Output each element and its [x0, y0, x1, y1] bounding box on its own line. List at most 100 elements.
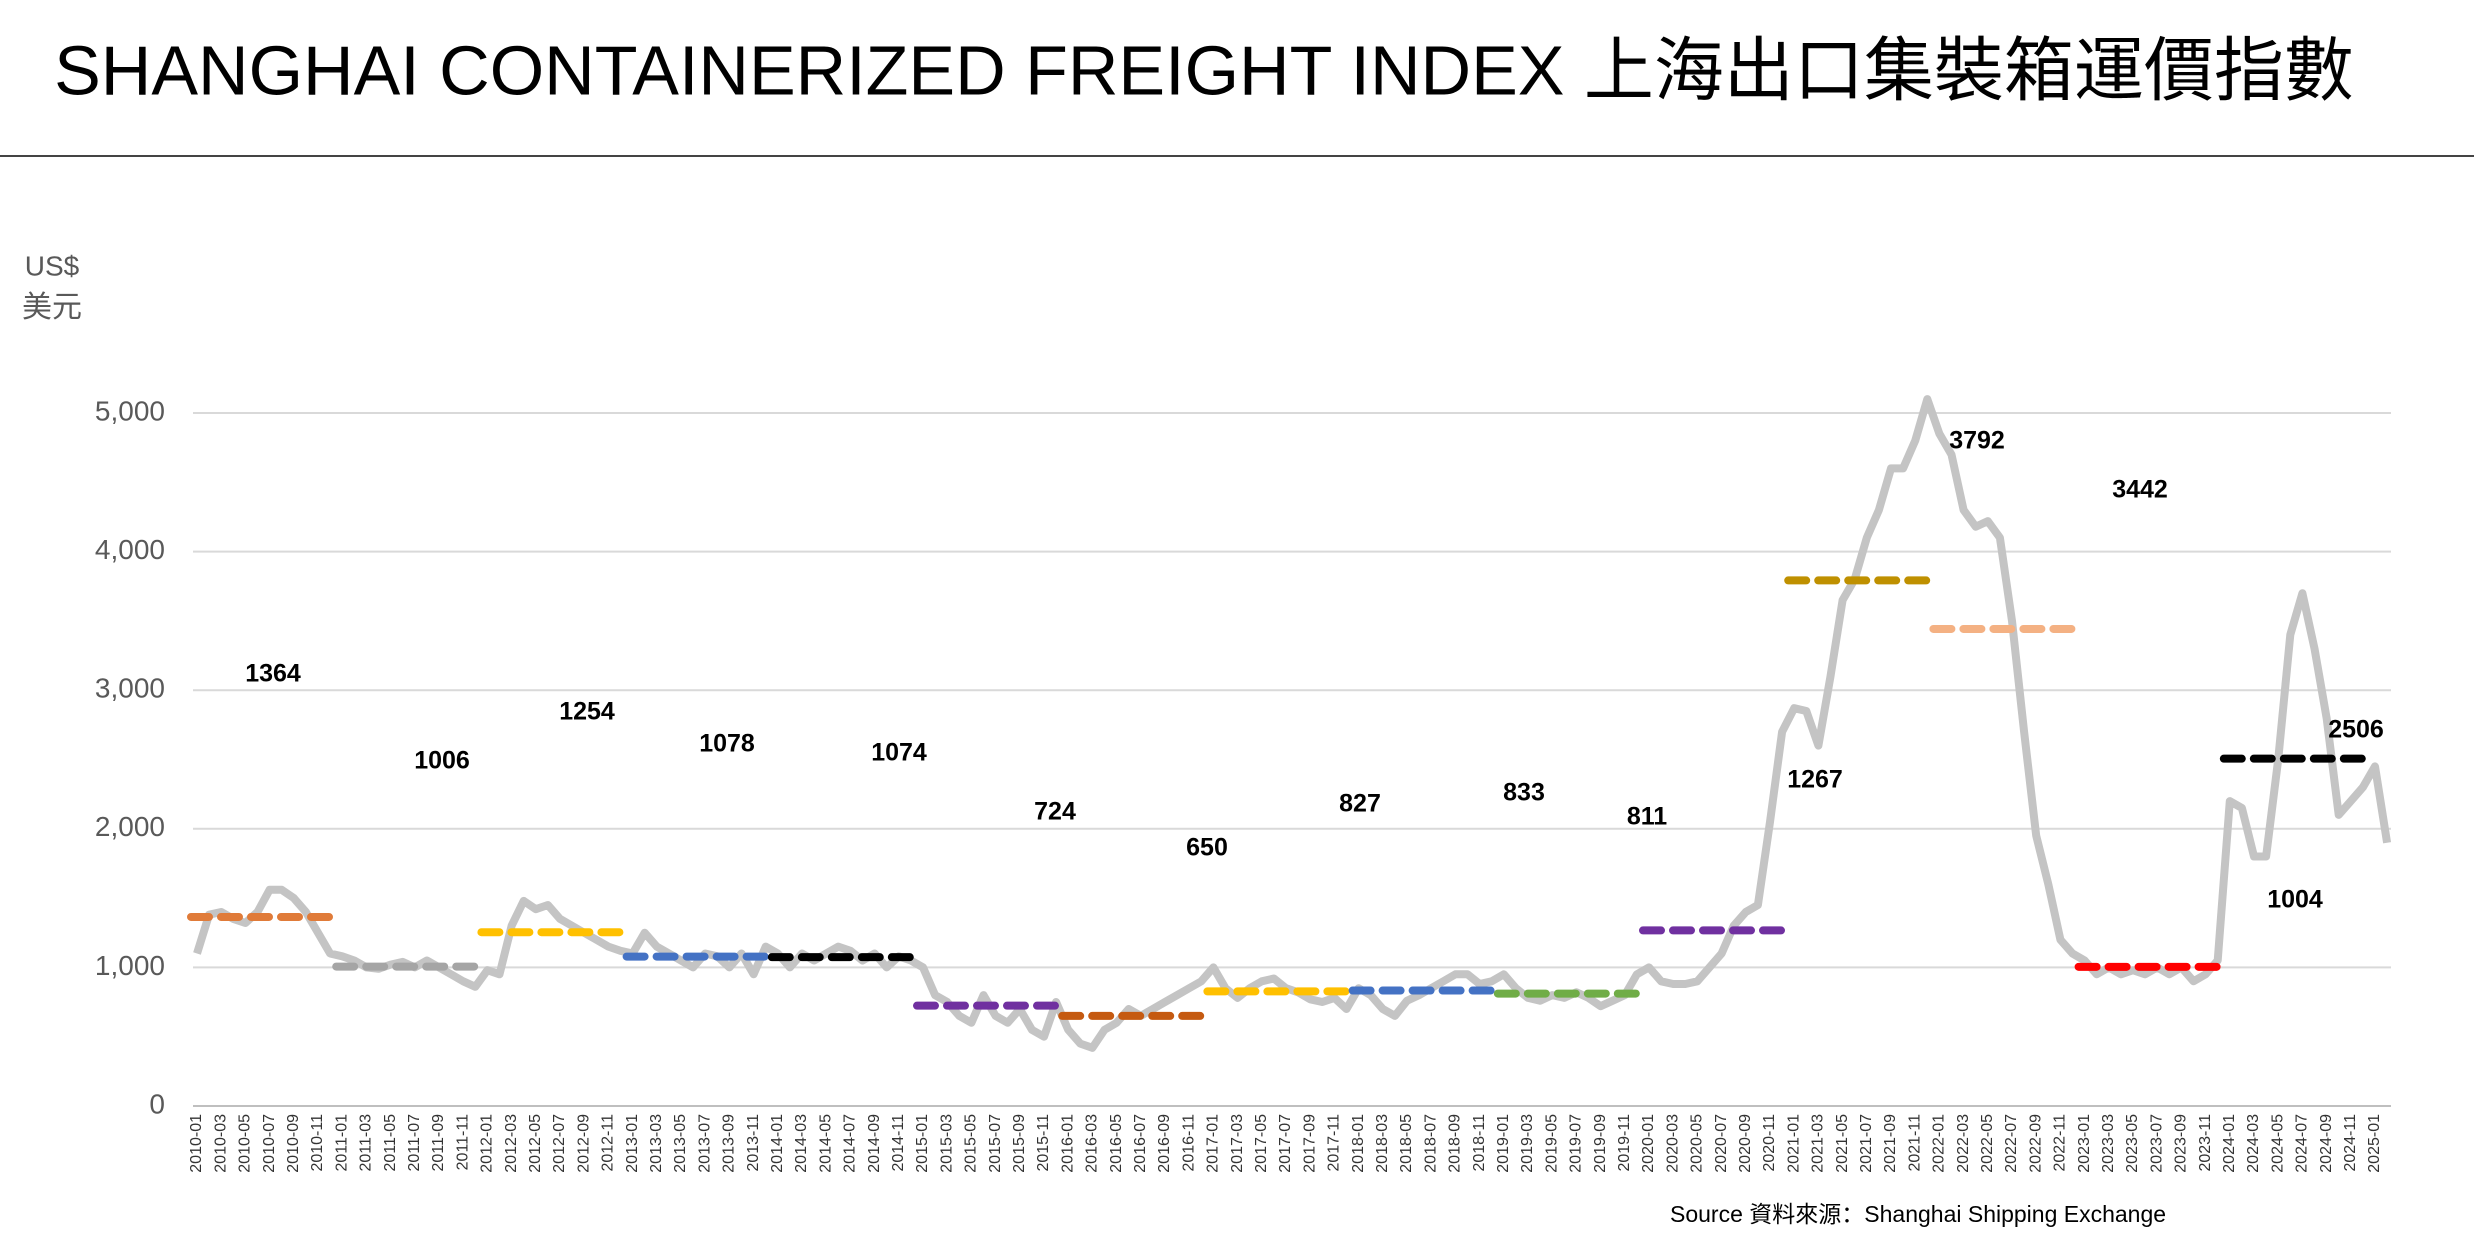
average-label: 650	[1186, 834, 1228, 862]
x-tick-label: 2021-07	[1858, 1114, 1875, 1173]
x-tick-label: 2022-01	[1931, 1114, 1948, 1173]
x-tick-label: 2019-01	[1495, 1114, 1512, 1173]
y-tick-label: 2,000	[95, 811, 165, 842]
average-label: 1254	[559, 698, 615, 726]
x-tick-label: 2010-05	[237, 1114, 254, 1173]
average-label: 3442	[2112, 476, 2168, 504]
x-tick-label: 2011-03	[358, 1114, 375, 1172]
x-tick-label: 2016-01	[1059, 1114, 1076, 1173]
x-tick-label: 2022-03	[1955, 1114, 1972, 1173]
y-axis-label: US$	[25, 250, 80, 281]
x-tick-label: 2017-11	[1326, 1114, 1343, 1172]
x-tick-label: 2013-07	[696, 1114, 713, 1173]
x-tick-label: 2013-01	[624, 1114, 641, 1173]
x-tick-label: 2014-05	[817, 1114, 834, 1173]
x-tick-label: 2017-03	[1229, 1114, 1246, 1173]
x-tick-label: 2021-05	[1834, 1114, 1851, 1173]
x-tick-label: 2018-07	[1422, 1114, 1439, 1173]
x-tick-label: 2011-11	[454, 1114, 471, 1170]
y-tick-label: 1,000	[95, 950, 165, 981]
x-tick-label: 2020-03	[1664, 1114, 1681, 1173]
x-tick-label: 2015-01	[914, 1114, 931, 1173]
x-tick-label: 2021-11	[1906, 1114, 1923, 1172]
x-tick-label: 2013-09	[721, 1114, 738, 1173]
x-tick-label: 2016-07	[1132, 1114, 1149, 1173]
x-tick-label: 2023-07	[2148, 1114, 2165, 1173]
x-tick-label: 2013-03	[648, 1114, 665, 1173]
average-label: 833	[1503, 779, 1545, 807]
x-tick-label: 2019-03	[1519, 1114, 1536, 1173]
x-tick-label: 2023-03	[2100, 1114, 2117, 1173]
x-tick-label: 2018-09	[1447, 1114, 1464, 1173]
x-tick-label: 2014-03	[793, 1114, 810, 1173]
x-tick-label: 2017-01	[1205, 1114, 1222, 1173]
x-tick-label: 2019-05	[1543, 1114, 1560, 1173]
x-tick-label: 2013-11	[745, 1114, 762, 1172]
x-tick-label: 2019-09	[1592, 1114, 1609, 1173]
average-label: 827	[1339, 790, 1381, 818]
x-tick-label: 2017-09	[1301, 1114, 1318, 1173]
x-tick-label: 2018-01	[1350, 1114, 1367, 1173]
x-tick-label: 2014-11	[890, 1114, 907, 1172]
x-tick-label: 2024-09	[2318, 1114, 2335, 1173]
x-tick-label: 2015-07	[987, 1114, 1004, 1173]
x-tick-label: 2011-09	[430, 1114, 447, 1172]
average-label: 724	[1034, 798, 1076, 826]
x-tick-label: 2020-07	[1713, 1114, 1730, 1173]
x-tick-label: 2014-07	[842, 1114, 859, 1173]
average-label: 3792	[1949, 427, 2005, 455]
x-tick-label: 2018-03	[1374, 1114, 1391, 1173]
y-tick-label: 3,000	[95, 673, 165, 704]
x-tick-label: 2012-01	[479, 1114, 496, 1173]
x-tick-label: 2014-09	[866, 1114, 883, 1173]
x-tick-label: 2020-01	[1640, 1114, 1657, 1173]
x-tick-label: 2018-05	[1398, 1114, 1415, 1173]
x-tick-label: 2022-05	[1979, 1114, 1996, 1173]
x-tick-label: 2020-05	[1689, 1114, 1706, 1173]
x-tick-label: 2012-09	[575, 1114, 592, 1173]
x-tick-label: 2019-11	[1616, 1114, 1633, 1172]
average-label: 1004	[2267, 886, 2323, 914]
average-label: 1006	[414, 747, 470, 775]
x-tick-label: 2020-09	[1737, 1114, 1754, 1173]
x-tick-label: 2010-11	[309, 1114, 326, 1172]
x-tick-label: 2010-07	[261, 1114, 278, 1173]
x-tick-label: 2012-03	[503, 1114, 520, 1173]
y-tick-label: 4,000	[95, 534, 165, 565]
chart-title: SHANGHAI CONTAINERIZED FREIGHT INDEX 上海出…	[54, 31, 2354, 109]
source-note: Source 資料來源：Shanghai Shipping Exchange	[1670, 1201, 2166, 1227]
x-tick-label: 2013-05	[672, 1114, 689, 1173]
x-tick-label: 2015-09	[1011, 1114, 1028, 1173]
x-tick-label: 2023-05	[2124, 1114, 2141, 1173]
x-tick-label: 2012-07	[551, 1114, 568, 1173]
x-tick-label: 2022-09	[2027, 1114, 2044, 1173]
x-tick-label: 2021-01	[1785, 1114, 1802, 1173]
x-tick-label: 2023-11	[2197, 1114, 2214, 1172]
x-tick-label: 2017-05	[1253, 1114, 1270, 1173]
x-tick-label: 2024-05	[2269, 1114, 2286, 1173]
x-tick-label: 2023-09	[2173, 1114, 2190, 1173]
average-label: 2506	[2328, 716, 2384, 744]
x-tick-label: 2010-03	[212, 1114, 229, 1173]
x-tick-label: 2014-01	[769, 1114, 786, 1173]
x-tick-label: 2016-09	[1156, 1114, 1173, 1173]
x-tick-label: 2016-03	[1084, 1114, 1101, 1173]
x-tick-label: 2015-11	[1035, 1114, 1052, 1172]
x-tick-label: 2015-05	[963, 1114, 980, 1173]
x-tick-label: 2025-01	[2366, 1114, 2383, 1173]
y-axis-label: 美元	[22, 291, 82, 324]
x-tick-label: 2024-01	[2221, 1114, 2238, 1173]
x-tick-label: 2022-07	[2003, 1114, 2020, 1173]
average-label: 1267	[1787, 766, 1843, 794]
x-tick-label: 2024-11	[2342, 1114, 2359, 1172]
x-tick-label: 2024-03	[2245, 1114, 2262, 1173]
x-tick-label: 2010-01	[188, 1114, 205, 1173]
average-label: 1364	[245, 660, 301, 688]
x-tick-label: 2012-05	[527, 1114, 544, 1173]
x-tick-label: 2022-11	[2052, 1114, 2069, 1172]
y-tick-label: 0	[149, 1088, 165, 1119]
x-tick-label: 2019-07	[1568, 1114, 1585, 1173]
x-tick-label: 2021-09	[1882, 1114, 1899, 1173]
x-tick-label: 2017-07	[1277, 1114, 1294, 1173]
